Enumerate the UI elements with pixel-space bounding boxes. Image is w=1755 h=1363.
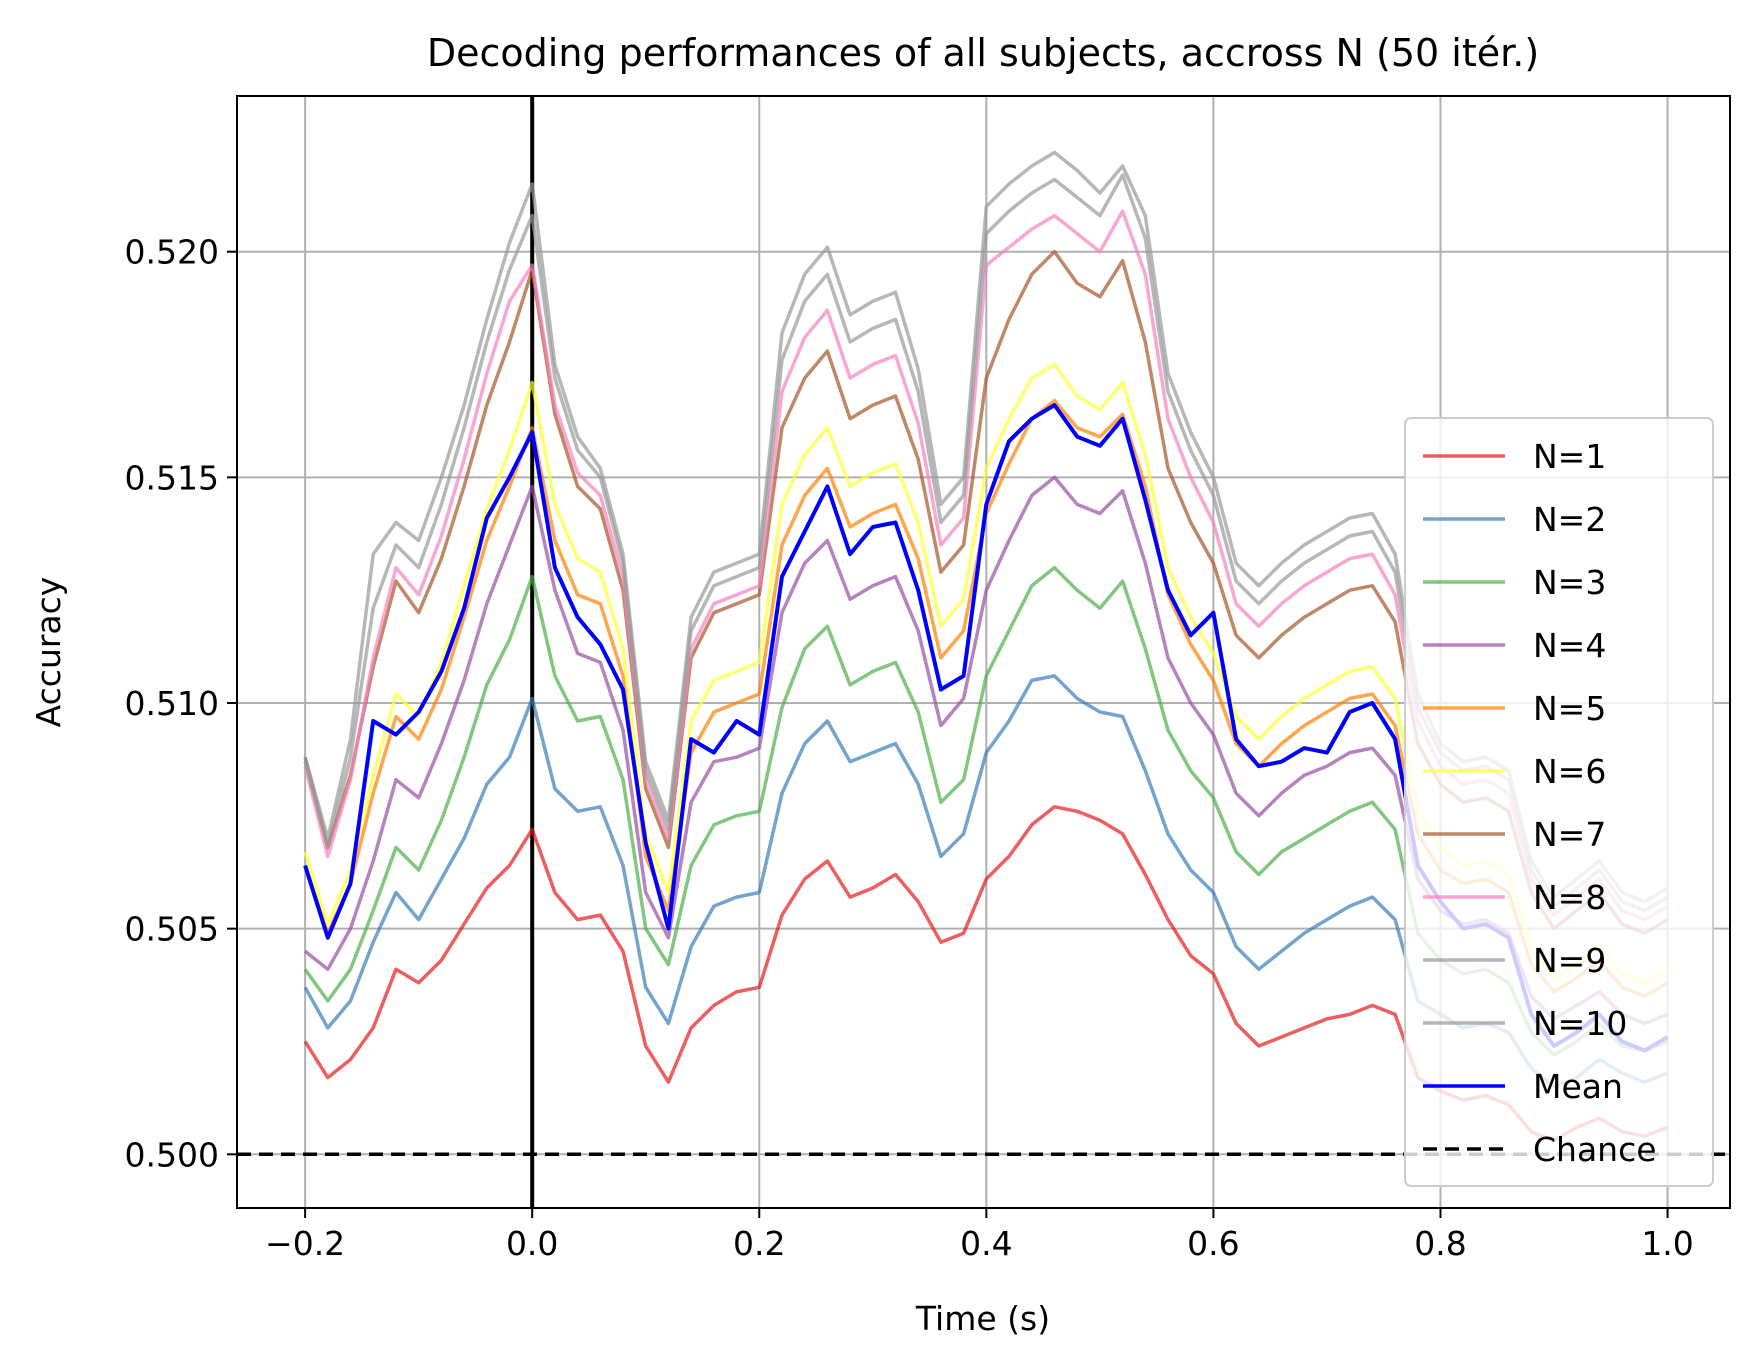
x-tick-label: 0.4 bbox=[960, 1224, 1012, 1263]
x-tick-label: −0.2 bbox=[265, 1224, 345, 1263]
y-tick-label: 0.500 bbox=[125, 1135, 219, 1174]
legend-label: N=9 bbox=[1533, 941, 1606, 980]
legend-label: N=2 bbox=[1533, 500, 1606, 539]
legend: N=1 N=2 N=3 N=4 N=5 N=6 N=7 N=8 N=9 N=10 Mean Chanc… bbox=[1404, 417, 1714, 1187]
x-tick-label: 1.0 bbox=[1641, 1224, 1693, 1263]
y-tick-label: 0.515 bbox=[125, 458, 219, 497]
legend-label: N=3 bbox=[1533, 563, 1606, 602]
legend-label: Chance bbox=[1533, 1130, 1657, 1169]
y-tick-label: 0.505 bbox=[125, 910, 219, 949]
legend-box bbox=[1404, 417, 1714, 1187]
legend-label: N=6 bbox=[1533, 752, 1606, 791]
y-axis-label: Accuracy bbox=[29, 577, 68, 728]
legend-label: N=1 bbox=[1533, 437, 1606, 476]
x-tick-label: 0.8 bbox=[1414, 1224, 1466, 1263]
x-tick-label: 0.0 bbox=[506, 1224, 558, 1263]
x-axis-label: Time (s) bbox=[915, 1299, 1050, 1338]
x-tick-label: 0.2 bbox=[733, 1224, 785, 1263]
plot-frame bbox=[236, 95, 1731, 1209]
x-axis-ticks: −0.2 0.0 0.2 0.4 0.6 0.8 1.0 bbox=[265, 1208, 1694, 1263]
legend-label: N=4 bbox=[1533, 626, 1606, 665]
legend-label: N=10 bbox=[1533, 1004, 1627, 1043]
y-axis-ticks: 0.500 0.505 0.510 0.515 0.520 bbox=[125, 233, 237, 1174]
x-tick-label: 0.6 bbox=[1187, 1224, 1239, 1263]
y-tick-label: 0.520 bbox=[125, 233, 219, 272]
y-tick-label: 0.510 bbox=[125, 684, 219, 723]
chart-title: Decoding performances of all subjects, a… bbox=[427, 31, 1539, 75]
legend-label: N=5 bbox=[1533, 689, 1606, 728]
legend-label: Mean bbox=[1533, 1067, 1623, 1106]
legend-label: N=7 bbox=[1533, 815, 1606, 854]
legend-label: N=8 bbox=[1533, 878, 1606, 917]
